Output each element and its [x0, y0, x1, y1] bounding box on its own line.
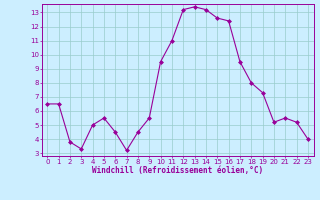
X-axis label: Windchill (Refroidissement éolien,°C): Windchill (Refroidissement éolien,°C) — [92, 166, 263, 175]
